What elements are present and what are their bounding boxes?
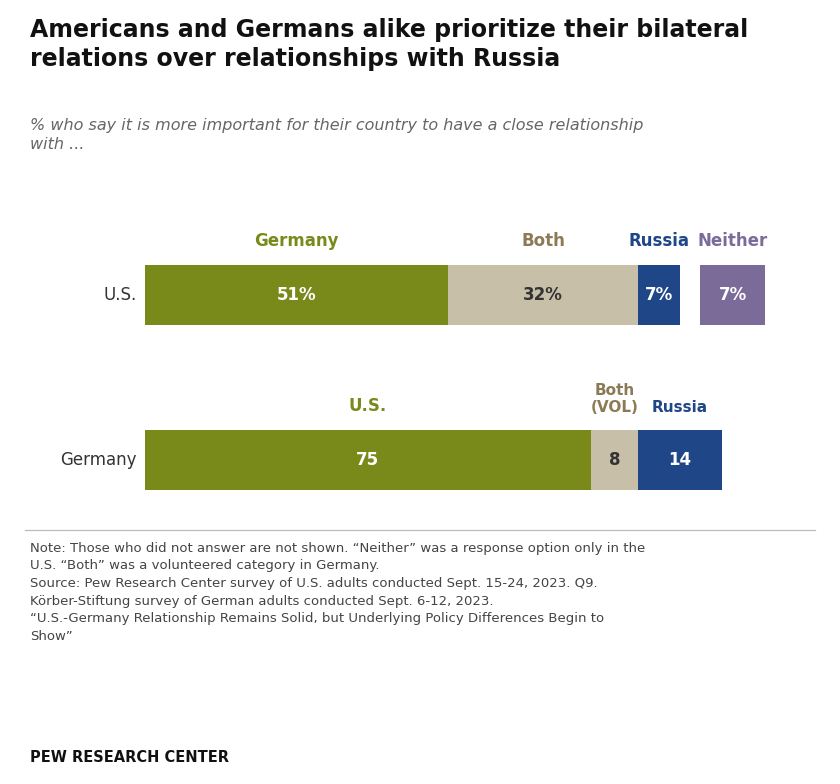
Text: Both: Both — [522, 232, 565, 250]
Text: 14: 14 — [669, 451, 691, 469]
Text: 75: 75 — [356, 451, 380, 469]
Text: PEW RESEARCH CENTER: PEW RESEARCH CENTER — [30, 750, 229, 765]
Bar — [591, 430, 638, 490]
Text: 51%: 51% — [276, 286, 317, 304]
Text: U.S.: U.S. — [104, 286, 137, 304]
Bar — [638, 265, 680, 325]
Text: Americans and Germans alike prioritize their bilateral
relations over relationsh: Americans and Germans alike prioritize t… — [30, 18, 748, 71]
Bar — [638, 430, 722, 490]
Text: 8: 8 — [609, 451, 621, 469]
Text: Note: Those who did not answer are not shown. “Neither” was a response option on: Note: Those who did not answer are not s… — [30, 542, 645, 643]
Text: 32%: 32% — [523, 286, 563, 304]
Text: Russia: Russia — [652, 400, 708, 415]
Text: Germany: Germany — [60, 451, 137, 469]
Bar — [700, 265, 765, 325]
Text: U.S.: U.S. — [349, 397, 387, 415]
Bar — [145, 265, 449, 325]
Text: 7%: 7% — [718, 286, 747, 304]
Bar — [145, 430, 591, 490]
Text: Russia: Russia — [628, 232, 690, 250]
Text: Germany: Germany — [255, 232, 339, 250]
Text: % who say it is more important for their country to have a close relationship
wi: % who say it is more important for their… — [30, 118, 643, 151]
Text: Both
(VOL): Both (VOL) — [591, 383, 638, 415]
Text: 7%: 7% — [645, 286, 674, 304]
Text: Neither: Neither — [697, 232, 768, 250]
Bar — [449, 265, 638, 325]
